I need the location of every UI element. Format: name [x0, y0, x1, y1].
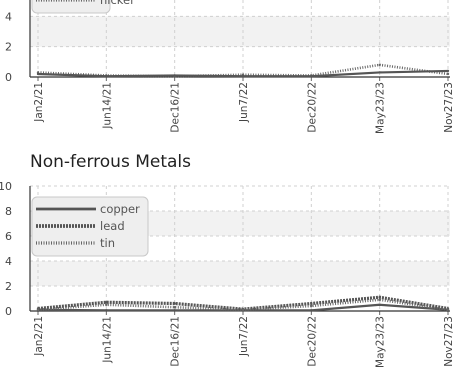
- data-point-series-1: [241, 75, 245, 78]
- x-tick-label: Jun14/21: [101, 82, 113, 130]
- data-point-series-1: [446, 69, 450, 73]
- data-point-nickel: [446, 72, 450, 76]
- x-tick-label: Dec16/21: [170, 316, 182, 367]
- x-tick-label: Dec20/22: [306, 82, 318, 133]
- data-point-tin: [446, 308, 450, 311]
- legend-label-lead: lead: [100, 219, 125, 233]
- data-point-lead: [378, 296, 381, 299]
- data-point-tin: [310, 304, 313, 308]
- data-point-tin: [378, 298, 381, 301]
- x-tick-label: Dec20/22: [306, 316, 318, 367]
- data-point-series-1: [105, 75, 108, 78]
- x-tick-label: Jun7/22: [238, 82, 250, 123]
- legend-box: [31, 0, 111, 14]
- chart-top: 0246Jan2/21Jun14/21Dec16/21Jun7/22Dec20/…: [5, 0, 453, 134]
- data-point-series-1: [173, 74, 176, 77]
- data-point-tin: [105, 303, 108, 306]
- x-tick-label: Nov27/23: [443, 316, 453, 367]
- data-point-copper: [378, 303, 381, 306]
- data-point-tin: [173, 306, 176, 309]
- x-tick-label: Nov27/23: [443, 82, 453, 133]
- y-tick-label: 2: [5, 41, 12, 54]
- chart-title: Non-ferrous Metals: [30, 152, 192, 172]
- x-tick-label: Jun14/21: [101, 316, 113, 364]
- data-point-lead: [310, 302, 313, 305]
- x-tick-label: Dec16/21: [170, 82, 182, 133]
- legend-label-tin: tin: [100, 236, 115, 250]
- data-point-series-1: [36, 72, 40, 76]
- y-tick-label: 4: [5, 255, 12, 268]
- x-tick-label: May23/23: [375, 82, 387, 134]
- data-point-tin: [36, 308, 40, 311]
- data-point-nickel: [378, 63, 381, 67]
- y-tick-label: 8: [5, 205, 12, 218]
- legend-label-nickel: nickel: [100, 0, 133, 7]
- data-point-series-1: [310, 75, 313, 78]
- data-point-lead: [173, 302, 176, 305]
- y-tick-label: 0: [5, 305, 12, 318]
- data-point-lead: [105, 301, 108, 304]
- grid-band: [30, 261, 450, 286]
- x-tick-label: Jan2/21: [33, 316, 45, 357]
- data-point-tin: [241, 308, 245, 311]
- legend-label-copper: copper: [100, 202, 140, 216]
- y-tick-label: 6: [5, 230, 12, 243]
- data-point-series-1: [378, 71, 381, 74]
- y-tick-label: 4: [5, 10, 12, 23]
- x-tick-label: Jan2/21: [33, 82, 45, 123]
- data-point-copper: [105, 309, 108, 312]
- x-tick-label: Jun7/22: [238, 316, 250, 357]
- y-tick-label: 10: [0, 180, 12, 193]
- y-tick-label: 0: [5, 71, 12, 84]
- data-point-copper: [173, 309, 176, 312]
- x-tick-label: May23/23: [375, 316, 387, 368]
- chart-bottom: 0 2 4 6 8 10 Jan2/21 Jun14/21 Dec16/21 Jun7/22 Dec…: [0, 180, 453, 368]
- grid-band: [30, 16, 450, 47]
- y-tick-label: 2: [5, 280, 12, 293]
- data-point-copper: [310, 309, 313, 312]
